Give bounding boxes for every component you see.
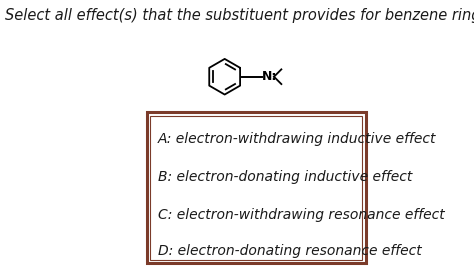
- Text: B: electron-donating inductive effect: B: electron-donating inductive effect: [157, 170, 412, 184]
- Text: C: electron-withdrawing resonance effect: C: electron-withdrawing resonance effect: [157, 208, 444, 222]
- FancyBboxPatch shape: [146, 112, 366, 263]
- Text: N:: N:: [262, 70, 277, 83]
- Text: D: electron-donating resonance effect: D: electron-donating resonance effect: [157, 244, 421, 258]
- Text: Select all effect(s) that the substituent provides for benzene ring:: Select all effect(s) that the substituen…: [5, 8, 474, 23]
- Text: A: electron-withdrawing inductive effect: A: electron-withdrawing inductive effect: [157, 132, 436, 147]
